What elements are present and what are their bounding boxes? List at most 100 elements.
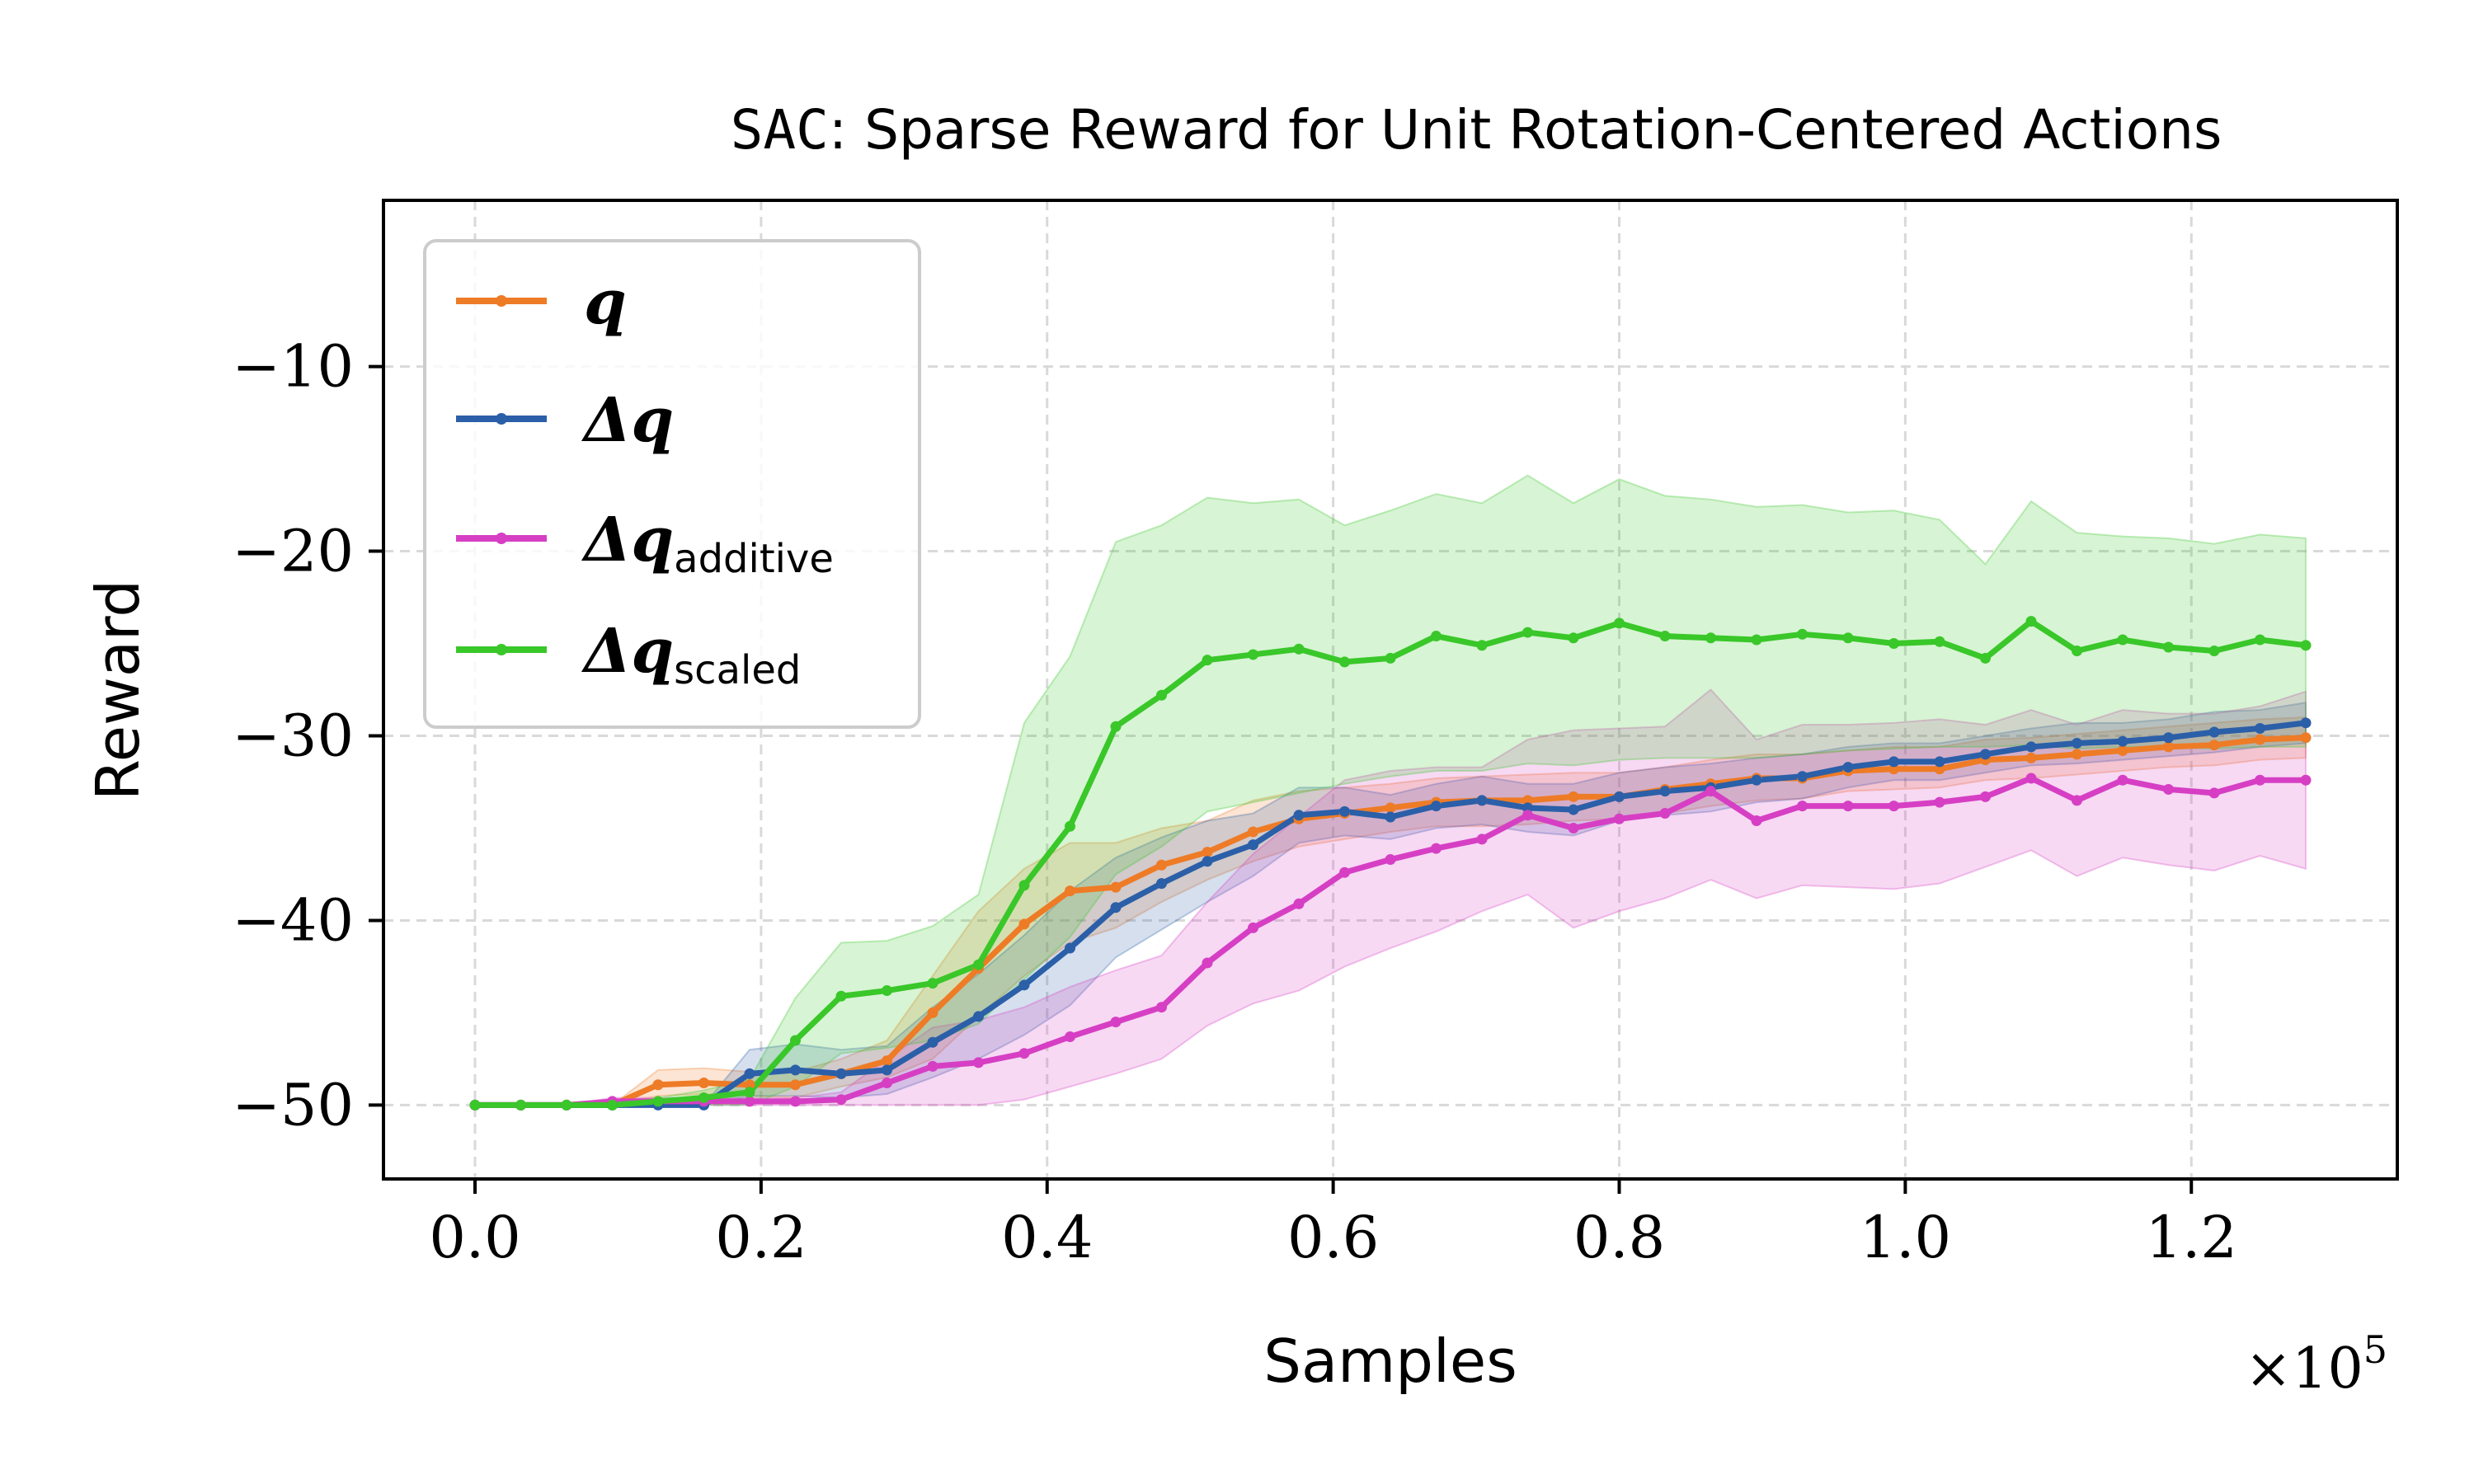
point-delta-q-additive [1888,801,1899,812]
legend-entry-delta-q-scaled: Δqscaled [456,616,801,693]
y-tick-label: −40 [232,886,354,954]
point-delta-q [2255,723,2265,735]
point-delta-q-additive [835,1094,847,1106]
point-delta-q [790,1064,801,1076]
point-delta-q-scaled [698,1092,709,1103]
point-delta-q-scaled [2163,641,2174,653]
point-delta-q [1110,902,1122,913]
legend-label-delta-q-scaled-main: Δq [581,616,674,687]
point-delta-q-scaled [1385,652,1396,664]
point-delta-q-additive [1842,801,1854,812]
point-delta-q-scaled [515,1099,526,1111]
point-delta-q [1018,979,1030,991]
point-delta-q-additive [1339,866,1350,878]
point-delta-q-additive [1476,834,1488,845]
point-q [2163,741,2174,753]
point-delta-q-additive [927,1060,938,1072]
point-delta-q [973,1011,984,1022]
x-tick-label: 1.2 [2146,1204,2237,1271]
point-delta-q [744,1068,755,1079]
point-delta-q-scaled [607,1099,618,1111]
x-tick-label: 0.0 [429,1204,520,1271]
point-delta-q-additive [1431,843,1442,854]
point-q [2117,744,2128,756]
x-axis-multiplier-exponent: 5 [2363,1327,2387,1372]
legend-marker-delta-q-scaled [496,644,507,655]
point-q [1568,791,1579,802]
point-delta-q [1202,856,1213,867]
point-delta-q-additive [1522,810,1533,821]
point-q [882,1055,892,1067]
point-delta-q-scaled [2255,634,2265,646]
point-delta-q-scaled [1476,640,1488,651]
x-tick-label: 0.2 [715,1204,807,1271]
point-delta-q [1385,811,1396,823]
chart-title-rest: : Sparse Reward for Unit Rotation-Center… [829,98,2222,162]
point-delta-q-scaled [1614,618,1625,629]
point-delta-q [1980,749,1991,760]
point-delta-q [1293,810,1305,821]
point-delta-q-scaled [1110,721,1122,732]
legend-label-q: q [584,267,627,338]
point-q [1156,859,1167,871]
legend-entry-delta-q-additive: Δqadditive [456,505,834,582]
legend: q Δq Δqadditive Δqscaled [423,239,921,729]
legend-label-delta-q: Δq [581,385,674,456]
point-delta-q [2208,726,2220,738]
y-axis-label: Reward [83,580,153,801]
point-delta-q-additive [1614,813,1625,824]
point-q [2208,740,2220,751]
chart-title: SAC: Sparse Reward for Unit Rotation-Cen… [731,98,2222,162]
point-delta-q-additive [1934,796,1945,808]
legend-marker-delta-q-additive [496,533,507,544]
point-delta-q-scaled [1293,643,1305,655]
point-delta-q-scaled [1980,652,1991,664]
point-delta-q-scaled [1339,656,1350,668]
x-ticks: 0.0 0.2 0.4 0.6 0.8 1.0 1.2 [429,1179,2237,1271]
point-delta-q-scaled [882,985,892,997]
point-delta-q-scaled [1248,649,1258,660]
y-tick-label: −30 [232,702,354,769]
x-tick-label: 0.4 [1001,1204,1093,1271]
point-delta-q [1934,756,1945,768]
legend-label-delta-q-scaled-sub: scaled [674,647,801,693]
point-q [1018,918,1030,930]
point-delta-q-additive [1202,957,1213,969]
point-delta-q [1888,756,1899,768]
point-delta-q-scaled [2025,616,2037,627]
legend-box [423,239,921,729]
point-delta-q-scaled [1705,632,1716,644]
point-delta-q-scaled [835,990,847,1002]
point-q [790,1079,801,1091]
legend-label-delta-q-additive-main: Δq [581,505,674,575]
point-delta-q-scaled [2072,645,2082,656]
point-q [1248,826,1258,838]
point-q [1202,847,1213,858]
point-delta-q-scaled [1934,636,1945,647]
legend-label-delta-q-additive: Δqadditive [581,505,834,582]
point-delta-q [1659,786,1671,797]
point-delta-q-additive [1110,1017,1122,1028]
point-q [2072,749,2082,760]
point-delta-q-additive [2072,795,2082,806]
point-q [652,1079,664,1091]
x-tick-label: 0.8 [1573,1204,1665,1271]
point-delta-q-scaled [1797,628,1808,640]
point-delta-q-scaled [1751,634,1762,646]
x-tick-label: 1.0 [1860,1204,1951,1271]
point-delta-q-additive [1065,1031,1075,1043]
point-delta-q [1156,878,1167,890]
x-axis-label: Samples [1263,1327,1517,1396]
y-ticks: −50 −40 −30 −20 −10 [232,333,383,1139]
point-delta-q [2300,717,2312,729]
point-delta-q-scaled [1522,627,1533,638]
point-delta-q-scaled [744,1087,755,1098]
point-q [1385,802,1396,814]
legend-entry-delta-q: Δq [456,385,674,456]
point-q [698,1078,709,1089]
point-q [1934,763,1945,775]
point-delta-q [1842,762,1854,773]
point-delta-q-additive [882,1078,892,1089]
point-delta-q-scaled [2117,634,2128,646]
point-delta-q-scaled [1431,631,1442,642]
